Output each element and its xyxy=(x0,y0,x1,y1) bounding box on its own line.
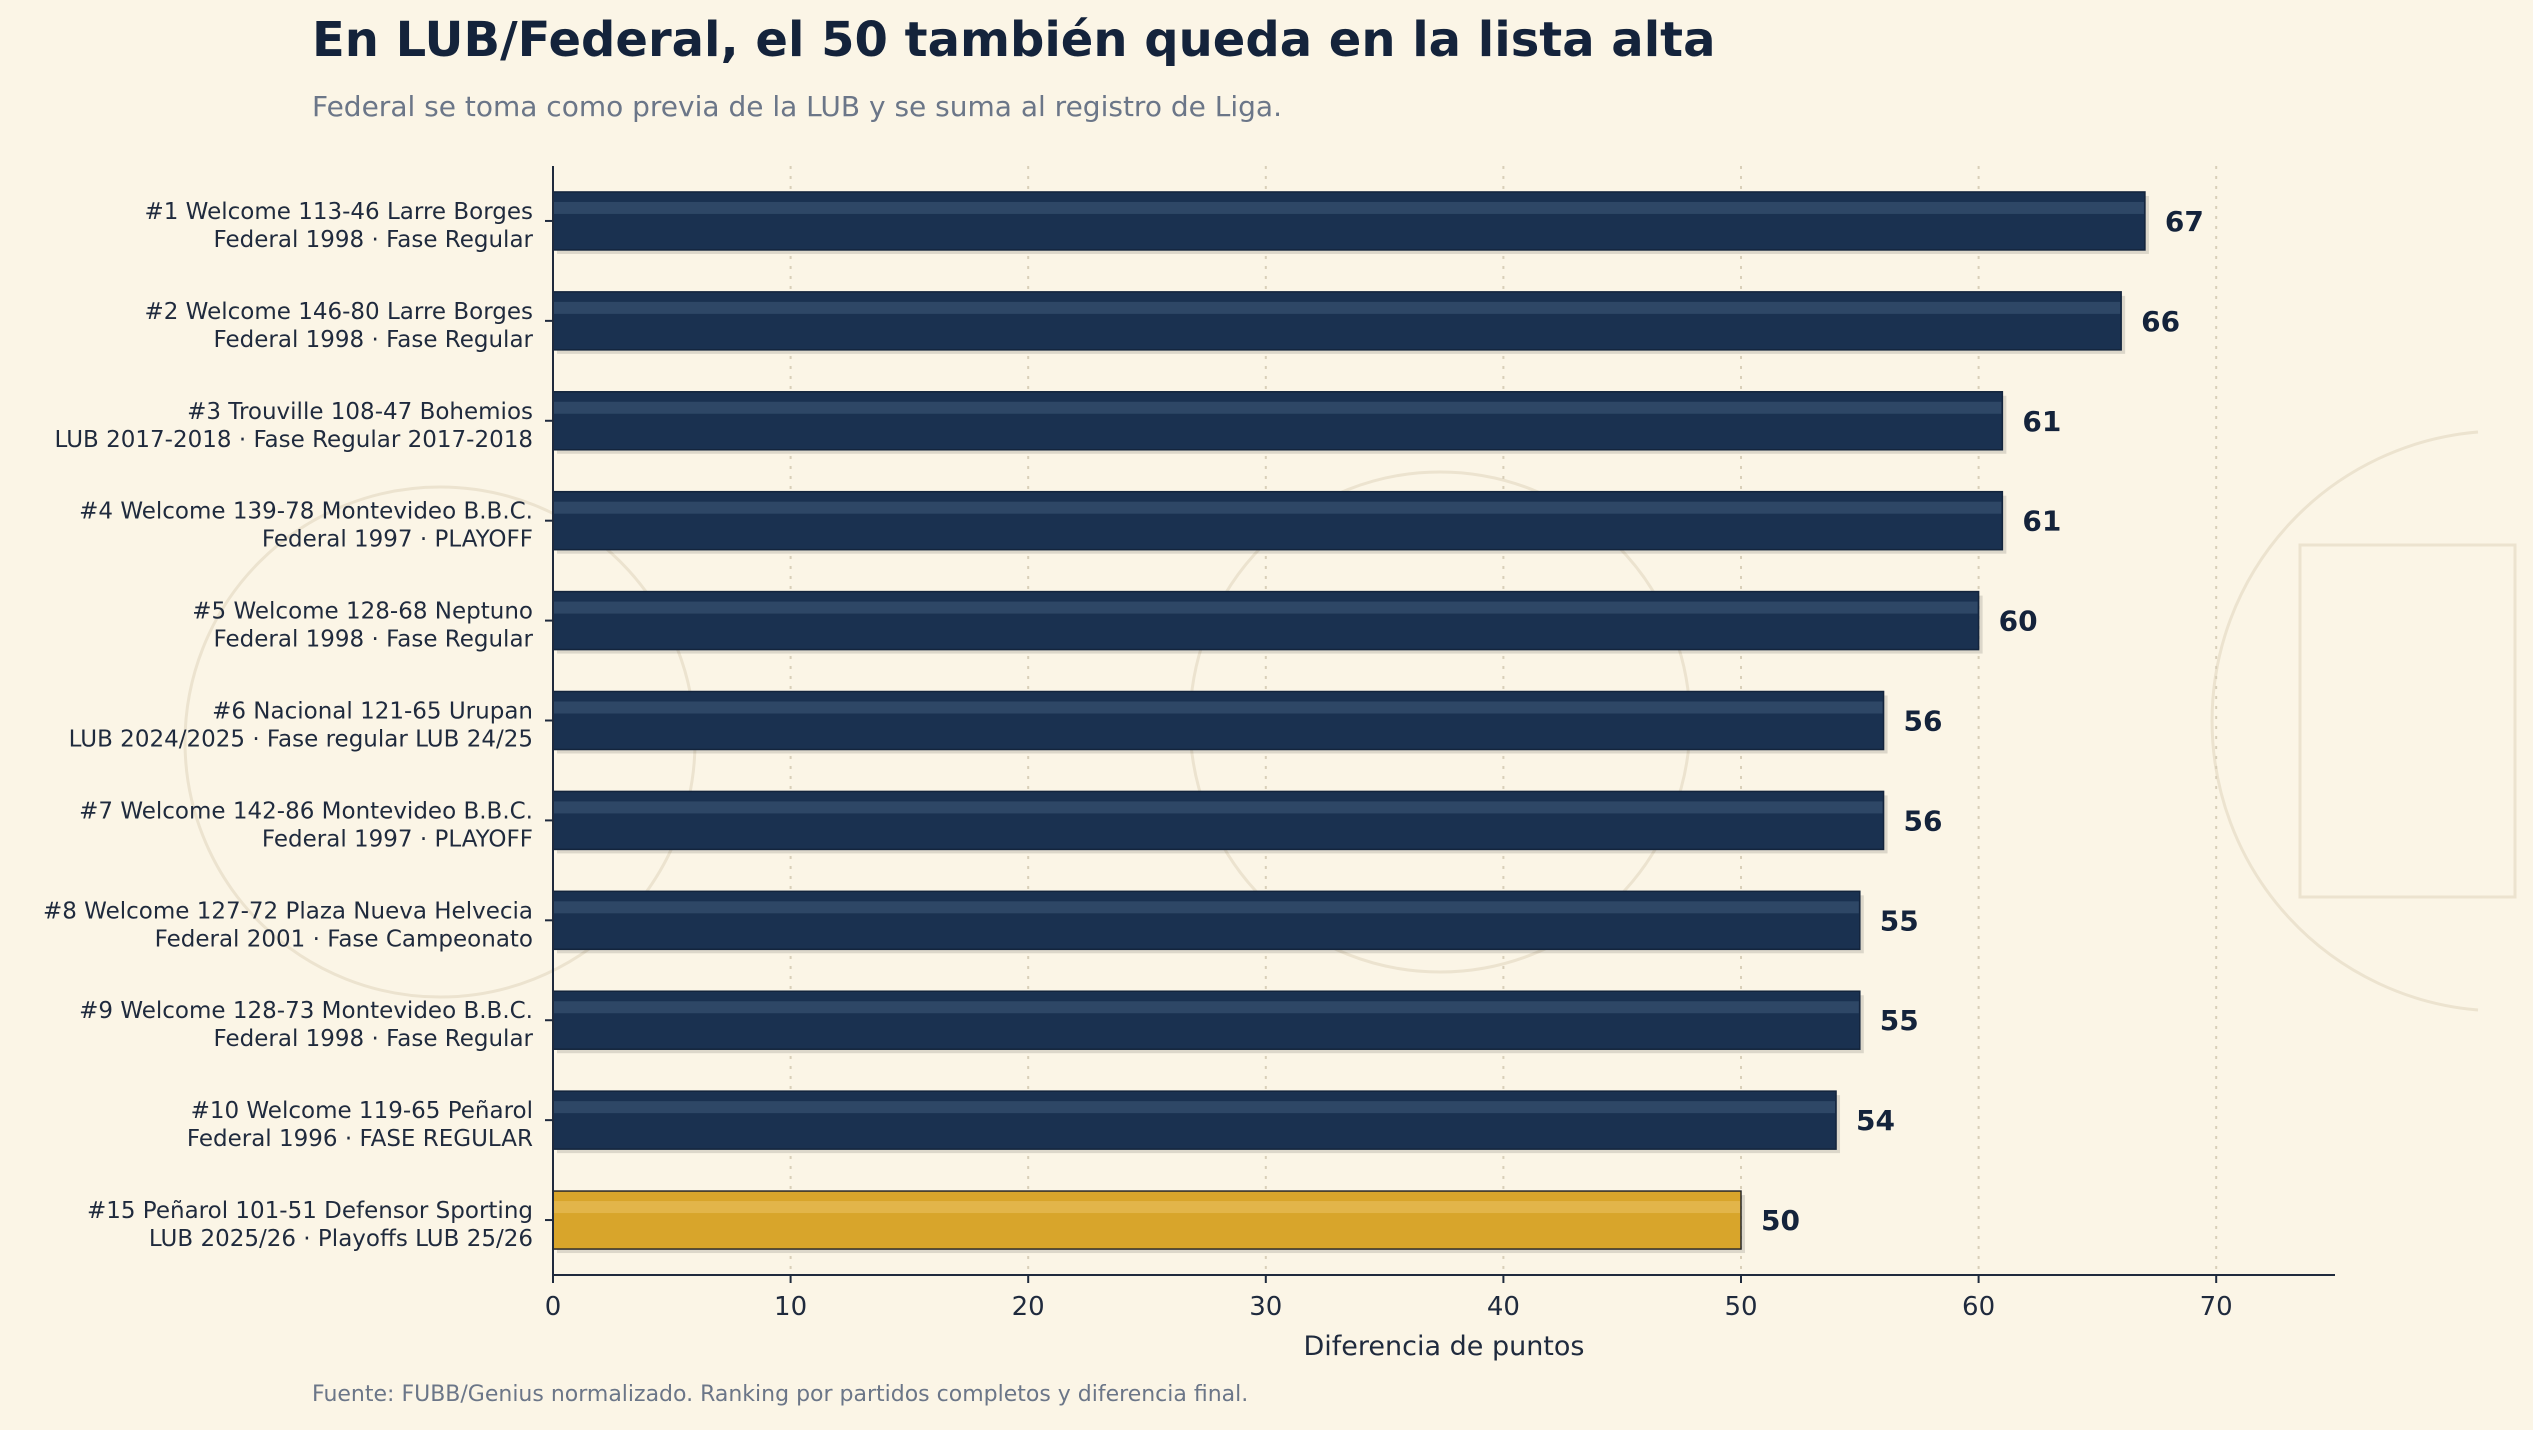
x-tick-label: 20 xyxy=(1012,1292,1045,1322)
chart-title: En LUB/Federal, el 50 también queda en l… xyxy=(312,12,1716,68)
value-label: 55 xyxy=(1880,1004,1919,1037)
value-label: 50 xyxy=(1761,1204,1800,1237)
bar xyxy=(552,191,2146,251)
bar-highlight-stripe xyxy=(554,901,1859,914)
bar xyxy=(552,890,1861,951)
value-label: 56 xyxy=(1904,705,1943,738)
x-tick-label: 10 xyxy=(774,1292,807,1322)
bar xyxy=(552,291,2122,351)
chart-subtitle: Federal se toma como previa de la LUB y … xyxy=(312,90,1282,123)
category-label-line2: Federal 1997 · PLAYOFF xyxy=(262,826,533,852)
category-label-line2: Federal 1998 · Fase Regular xyxy=(214,627,534,653)
category-label-line2: Federal 1998 · Fase Regular xyxy=(214,1026,534,1052)
source-note: Fuente: FUBB/Genius normalizado. Ranking… xyxy=(312,1382,1249,1407)
category-label-line1: #7 Welcome 142-86 Montevideo B.B.C. xyxy=(79,798,533,824)
value-label: 61 xyxy=(2022,505,2061,538)
x-tick-label: 60 xyxy=(1962,1292,1995,1322)
x-tick-label: 70 xyxy=(2200,1292,2233,1322)
bar-highlight-stripe xyxy=(554,1101,1836,1114)
bar xyxy=(552,590,1980,651)
value-label: 61 xyxy=(2022,405,2061,438)
category-label-line2: Federal 1997 · PLAYOFF xyxy=(262,527,533,553)
bar xyxy=(552,1090,1837,1150)
x-axis-title: Diferencia de puntos xyxy=(1304,1331,1585,1362)
bar-highlight-stripe xyxy=(554,201,2144,214)
category-label-line1: #9 Welcome 128-73 Montevideo B.B.C. xyxy=(79,998,533,1024)
x-tick-label: 40 xyxy=(1487,1292,1520,1322)
value-label: 66 xyxy=(2141,305,2180,338)
value-label: 54 xyxy=(1856,1104,1895,1137)
bar xyxy=(552,790,1885,851)
x-tick-label: 30 xyxy=(1249,1292,1282,1322)
bar-highlight-stripe xyxy=(554,1001,1859,1014)
value-label: 55 xyxy=(1880,904,1919,937)
bar-highlight-stripe xyxy=(554,701,1883,714)
x-tick-label: 0 xyxy=(545,1292,562,1322)
bar-highlight-stripe xyxy=(554,501,2002,514)
category-label-line1: #3 Trouville 108-47 Bohemios xyxy=(187,399,533,425)
category-label-line1: #8 Welcome 127-72 Plaza Nueva Helvecia xyxy=(43,898,533,924)
bar xyxy=(552,990,1861,1050)
category-label-line2: Federal 1998 · Fase Regular xyxy=(214,227,534,253)
value-label: 56 xyxy=(1904,804,1943,837)
category-label-line2: Federal 1996 · FASE REGULAR xyxy=(187,1126,533,1152)
category-label-line1: #15 Peñarol 101-51 Defensor Sporting xyxy=(87,1198,533,1224)
category-label-line1: #10 Welcome 119-65 Peñarol xyxy=(191,1098,533,1124)
bar xyxy=(552,391,2004,451)
bar xyxy=(552,690,1885,751)
bar-highlight-stripe xyxy=(554,601,1978,614)
bar xyxy=(552,1190,1742,1250)
category-label-line2: Federal 2001 · Fase Campeonato xyxy=(155,926,533,952)
value-label: 60 xyxy=(1999,605,2038,638)
category-label-line1: #1 Welcome 113-46 Larre Borges xyxy=(144,199,533,225)
value-label: 67 xyxy=(2165,205,2204,238)
x-tick-label: 50 xyxy=(1724,1292,1757,1322)
category-label-line2: LUB 2025/26 · Playoffs LUB 25/26 xyxy=(149,1226,533,1252)
category-label-line1: #2 Welcome 146-80 Larre Borges xyxy=(144,299,533,325)
bar-highlight-stripe xyxy=(554,401,2002,414)
bar xyxy=(552,490,2004,551)
category-label-line2: LUB 2017-2018 · Fase Regular 2017-2018 xyxy=(55,427,533,453)
bar-highlight-stripe xyxy=(554,801,1883,814)
bar-highlight-stripe xyxy=(554,301,2121,314)
category-label-line2: LUB 2024/2025 · Fase regular LUB 24/25 xyxy=(69,727,533,753)
category-label-line1: #5 Welcome 128-68 Neptuno xyxy=(192,599,533,625)
category-label-line1: #6 Nacional 121-65 Urupan xyxy=(212,699,533,725)
category-label-line2: Federal 1998 · Fase Regular xyxy=(214,327,534,353)
category-label-line1: #4 Welcome 139-78 Montevideo B.B.C. xyxy=(79,499,533,525)
bar-highlight-stripe xyxy=(554,1201,1740,1214)
